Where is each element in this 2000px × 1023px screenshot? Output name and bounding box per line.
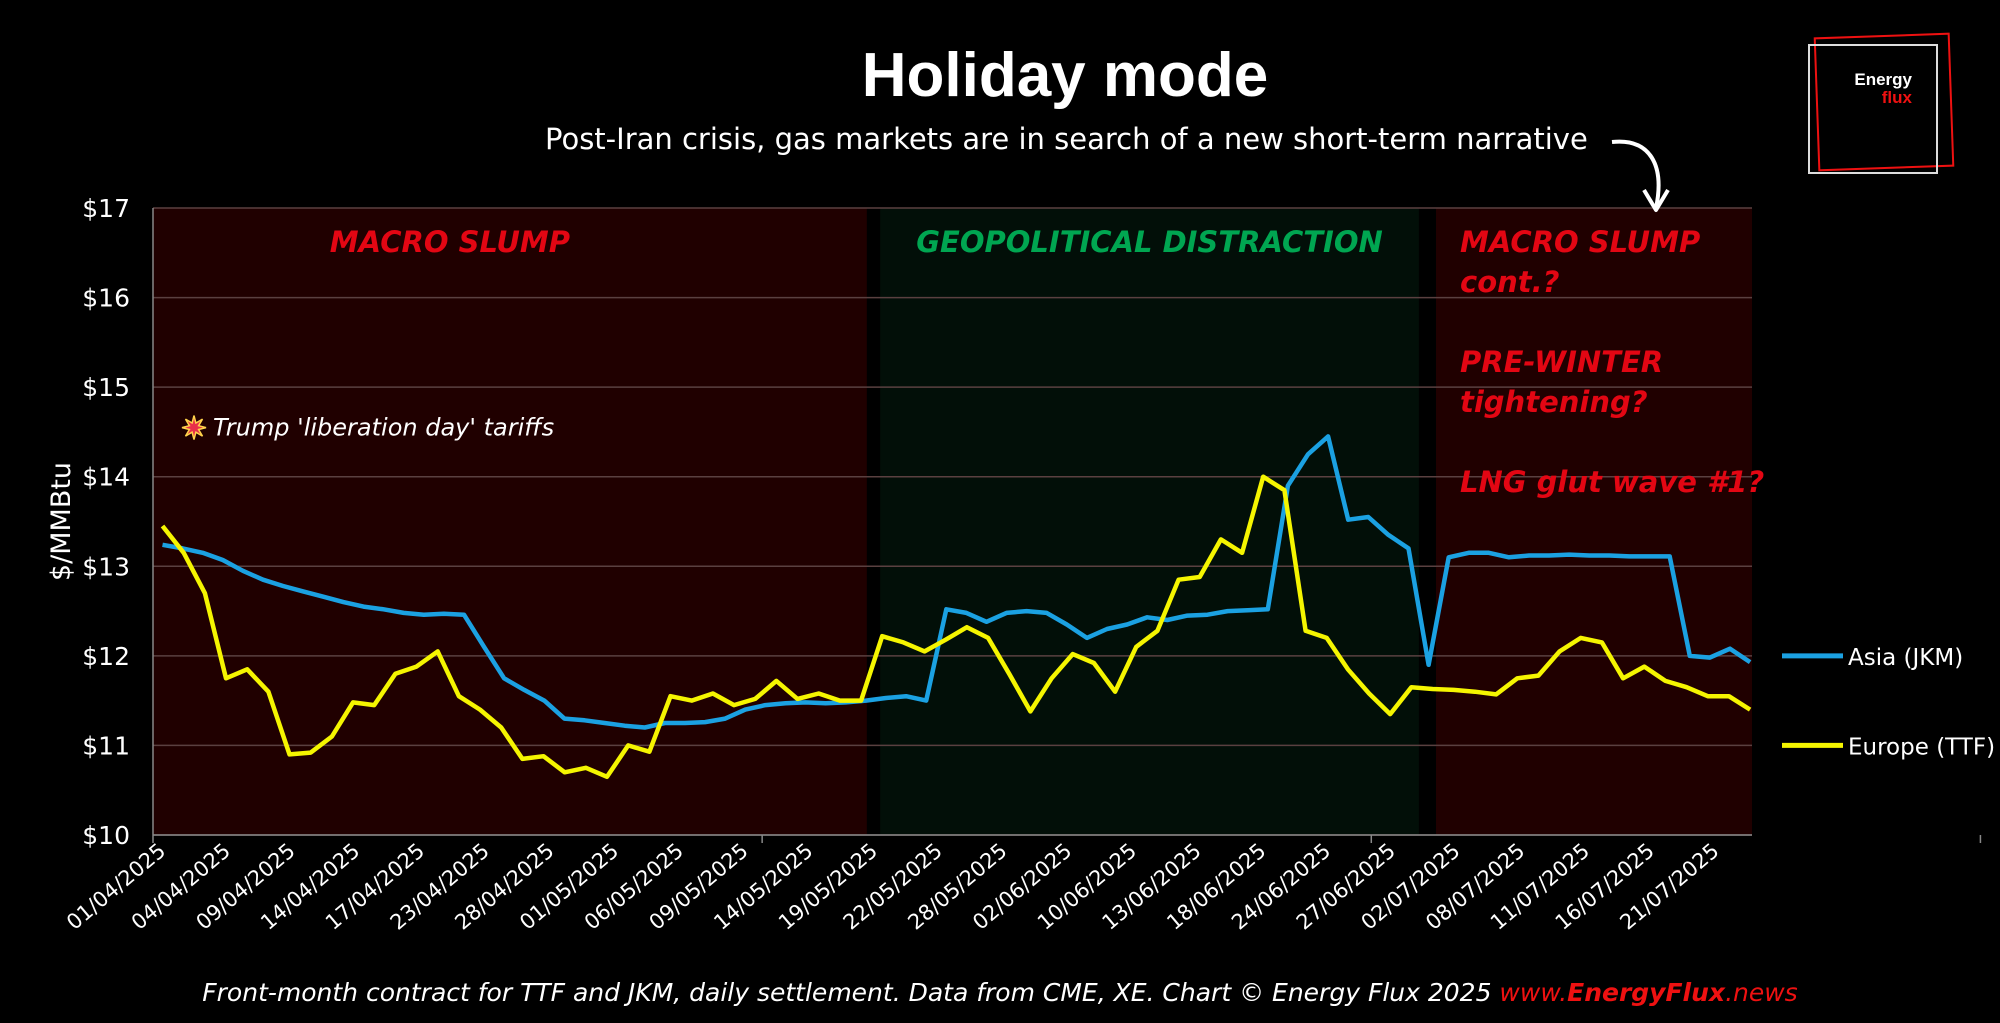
y-tick-label: $11 — [82, 731, 130, 760]
footer-website[interactable]: www.EnergyFlux.news — [1499, 978, 1797, 1007]
region-label-0: MACRO SLUMP — [330, 225, 570, 259]
y-tick-label: $12 — [82, 642, 130, 671]
chart-footer: Front-month contract for TTF and JKM, da… — [0, 978, 2000, 1007]
region-label-1: GEOPOLITICAL DISTRACTION — [916, 225, 1383, 259]
y-tick-label: $16 — [82, 284, 130, 313]
legend-label-0: Asia (JKM) — [1848, 645, 1963, 671]
region-note-line-0: MACRO SLUMP — [1460, 225, 1700, 259]
footer-website-suffix: .news — [1725, 978, 1798, 1007]
chart-subtitle: Post-Iran crisis, gas markets are in sea… — [545, 122, 1588, 156]
region-note-line-3: PRE-WINTER — [1460, 345, 1663, 379]
curved-arrow-icon — [1611, 139, 1661, 209]
region-geo-1 — [880, 208, 1419, 835]
y-tick-label: $15 — [82, 373, 130, 402]
logo-line-1: Energy — [1854, 70, 1912, 89]
logo-frame-white — [1808, 44, 1938, 174]
series-line-ttf — [160, 474, 1752, 780]
explosion-icon — [181, 415, 207, 440]
y-axis-label: $/MMBtu — [46, 462, 77, 581]
region-macro-2 — [1436, 208, 1752, 835]
chart-title: Holiday mode — [861, 41, 1269, 110]
region-note-line-4: tightening? — [1460, 385, 1648, 419]
arrow-head-icon — [1642, 188, 1670, 212]
footer-source: Front-month contract for TTF and JKM, da… — [202, 978, 1500, 1007]
footer-website-brand: EnergyFlux — [1567, 978, 1726, 1007]
y-tick-label: $10 — [82, 821, 130, 850]
legend-label-1: Europe (TTF) — [1848, 734, 1995, 760]
logo-line-2: flux — [1881, 88, 1912, 107]
footer-website-prefix: www. — [1499, 978, 1568, 1007]
y-tick-label: $13 — [82, 552, 130, 581]
series-line-jkm — [162, 434, 1752, 730]
region-note-line-1: cont.? — [1460, 265, 1560, 299]
y-tick-label: $17 — [82, 194, 130, 223]
y-tick-label: $14 — [82, 463, 130, 492]
energy-flux-logo: Energy flux — [1808, 32, 1955, 176]
region-macro-0 — [153, 208, 867, 835]
annotation-text: Trump 'liberation day' tariffs — [213, 414, 554, 442]
region-note-line-6: LNG glut wave #1? — [1460, 465, 1764, 499]
